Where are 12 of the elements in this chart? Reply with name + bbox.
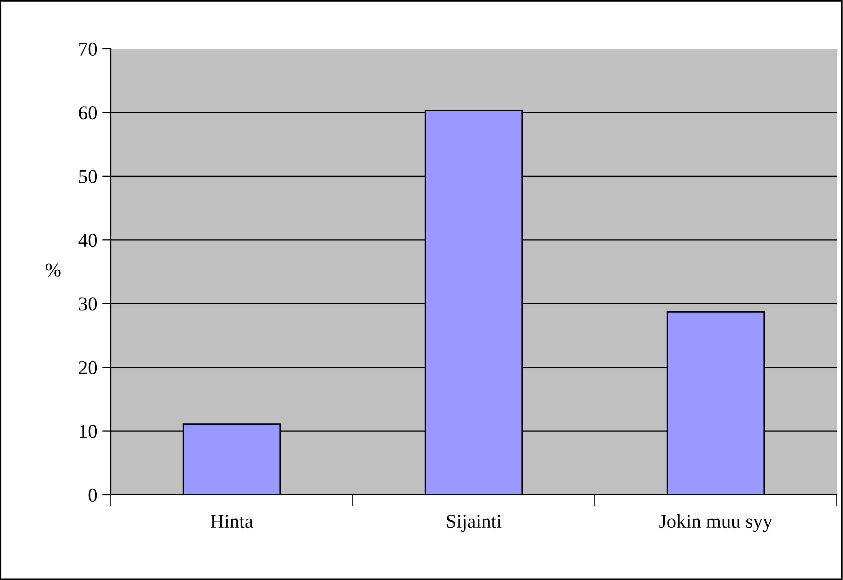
y-tick-label: 20 bbox=[79, 361, 98, 375]
y-axis-title: % bbox=[46, 264, 61, 277]
y-tick-label: 30 bbox=[79, 298, 98, 311]
x-tick-label: Jokin muu syy bbox=[660, 514, 773, 532]
y-tick-label: 10 bbox=[80, 425, 98, 438]
y-tick-label: 0 bbox=[88, 488, 98, 502]
x-tick-label: Hinta bbox=[210, 515, 254, 528]
y-tick-label: 70 bbox=[80, 42, 98, 56]
y-tick-label: 50 bbox=[79, 170, 98, 184]
y-tick-label: 60 bbox=[79, 106, 98, 120]
y-tick-label: 40 bbox=[78, 234, 98, 248]
x-tick-label: Sijainti bbox=[447, 515, 502, 532]
